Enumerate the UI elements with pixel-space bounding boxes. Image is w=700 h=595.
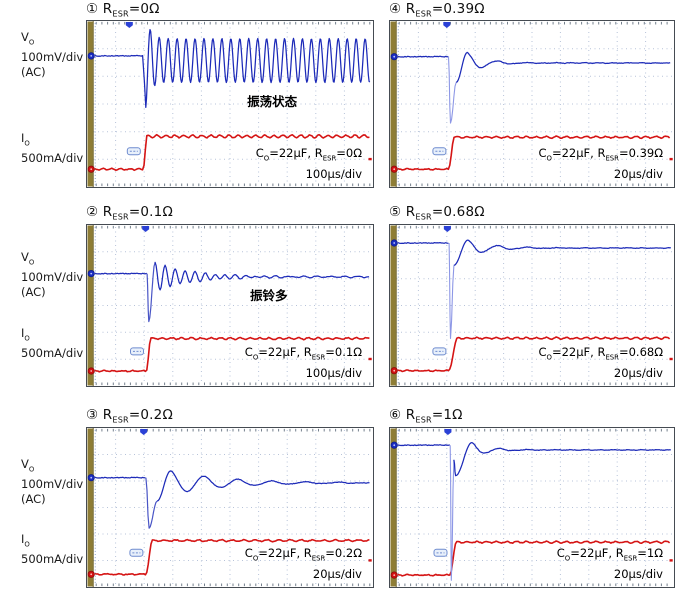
caption-timebase: 20μs/div (613, 566, 663, 581)
scope-caption: CO=22μF, RESR=1Ω 20μs/div (557, 546, 663, 582)
io-axis-label: IO 500mA/div (21, 131, 91, 166)
caption-conditions: CO=22μF, RESR=0.2Ω (244, 545, 362, 562)
waveform-plot (87, 21, 372, 187)
vo-label: VO (21, 30, 35, 47)
io-scale: 500mA/div (21, 552, 84, 567)
vo-axis-label: VO 100mV/div (AC) (21, 250, 91, 300)
caption-timebase: 100μs/div (305, 166, 362, 181)
io-scale: 500mA/div (21, 346, 84, 361)
io-label: IO (21, 326, 30, 343)
trace-annotation: 振铃多 (250, 287, 288, 303)
io-axis-label: IO 500mA/div (21, 326, 91, 361)
scope-screen: CO=22μF, RESR=0.39Ω 20μs/div (389, 20, 675, 188)
waveform-plot (390, 428, 673, 587)
vo-axis-label: VO 100mV/div (AC) (21, 30, 91, 80)
caption-conditions: CO=22μF, RESR=0Ω (255, 145, 362, 162)
panel-title: ① RESR=0Ω (86, 1, 160, 19)
io-axis-label: IO 500mA/div (21, 532, 91, 567)
vo-scale: 100mV/div (21, 50, 84, 65)
vo-coupling: (AC) (21, 65, 46, 80)
scope-caption: CO=22μF, RESR=0.1Ω 100μs/div (245, 345, 362, 381)
io-label: IO (21, 532, 30, 549)
scope-caption: CO=22μF, RESR=0Ω 100μs/div (256, 146, 362, 182)
panel-title: ⑥ RESR=1Ω (389, 407, 463, 425)
scope-screen: 振荡状态 CO=22μF, RESR=0Ω 100μs/div (86, 20, 374, 188)
waveform-plot (87, 428, 372, 587)
scope-caption: CO=22μF, RESR=0.39Ω 20μs/div (538, 146, 663, 182)
scope-screen: CO=22μF, RESR=0.2Ω 20μs/div (86, 427, 374, 588)
vo-scale: 100mV/div (21, 477, 84, 492)
caption-timebase: 20μs/div (613, 365, 663, 380)
caption-conditions: CO=22μF, RESR=0.1Ω (244, 344, 362, 361)
panel-title: ② RESR=0.1Ω (86, 204, 173, 222)
waveform-plot (390, 225, 673, 386)
caption-timebase: 20μs/div (312, 566, 362, 581)
trace-annotation: 振荡状态 (247, 93, 298, 109)
vo-label: VO (21, 250, 35, 267)
caption-timebase: 20μs/div (613, 166, 663, 181)
vo-coupling: (AC) (21, 492, 46, 507)
caption-conditions: CO=22μF, RESR=0.39Ω (538, 145, 663, 162)
vo-scale: 100mV/div (21, 270, 84, 285)
panel-title: ⑤ RESR=0.68Ω (389, 204, 485, 222)
vo-coupling: (AC) (21, 285, 46, 300)
scope-screen: CO=22μF, RESR=0.68Ω 20μs/div (389, 224, 675, 387)
scope-screen: CO=22μF, RESR=1Ω 20μs/div (389, 427, 675, 588)
caption-conditions: CO=22μF, RESR=1Ω (556, 545, 663, 562)
io-label: IO (21, 131, 30, 148)
scope-screen: 振铃多 CO=22μF, RESR=0.1Ω 100μs/div (86, 224, 374, 387)
waveform-plot (87, 225, 372, 386)
caption-timebase: 100μs/div (305, 365, 362, 380)
panel-title: ③ RESR=0.2Ω (86, 407, 173, 425)
scope-caption: CO=22μF, RESR=0.68Ω 20μs/div (538, 345, 663, 381)
vo-axis-label: VO 100mV/div (AC) (21, 457, 91, 507)
io-scale: 500mA/div (21, 151, 84, 166)
waveform-plot (390, 21, 673, 187)
scope-caption: CO=22μF, RESR=0.2Ω 20μs/div (245, 546, 362, 582)
panel-title: ④ RESR=0.39Ω (389, 1, 485, 19)
vo-label: VO (21, 457, 35, 474)
caption-conditions: CO=22μF, RESR=0.68Ω (538, 344, 663, 361)
